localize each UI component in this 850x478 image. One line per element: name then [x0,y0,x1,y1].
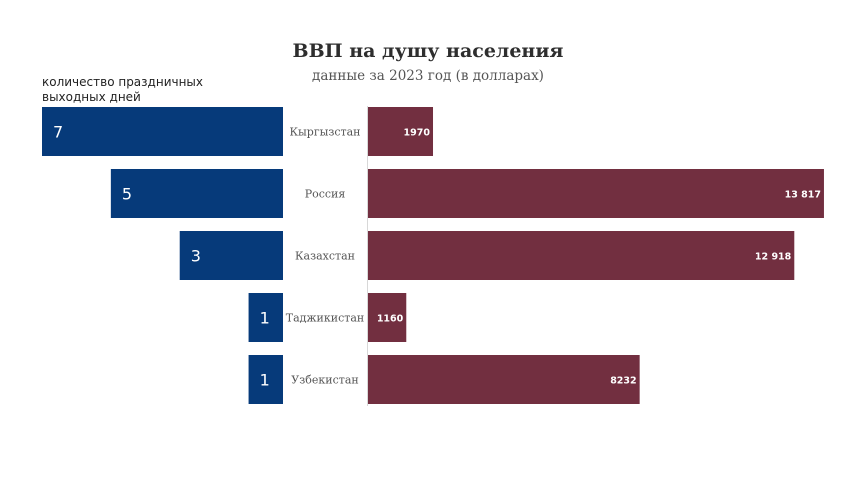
left-bar-label: 1 [260,309,270,328]
right-bar-label: 8232 [610,376,636,387]
left-bar-label: 1 [260,371,270,390]
country-label: Россия [305,188,346,201]
left-bar [248,293,283,342]
chart-rows: 7 Кыргызстан 1970 5 Россия 13 817 3 Казахстан 12… [42,107,824,404]
left-bar [110,169,283,218]
right-bar [368,293,407,342]
right-bar-label: 13 817 [785,190,821,201]
left-bar-label: 3 [191,247,201,266]
right-bar [368,107,434,156]
left-bar-label: 7 [53,123,63,142]
chart-title: ВВП на душу населения [293,40,564,62]
left-bar [179,231,283,280]
left-bar [42,107,283,156]
chart-subtitle: данные за 2023 год (в долларах) [312,68,544,84]
country-label: Казахстан [295,250,355,263]
left-bar-label: 5 [122,185,132,204]
left-caption-line-1: количество праздничных [42,75,203,89]
country-label: Таджикистан [286,312,364,325]
left-caption-line-2: выходных дней [42,90,141,104]
right-bar [368,355,640,404]
right-bar-label: 1160 [377,314,404,325]
right-bar-label: 1970 [404,128,431,139]
country-label: Узбекистан [291,374,358,387]
country-label: Кыргызстан [290,126,361,139]
right-bar-label: 12 918 [755,252,792,263]
right-bar [368,231,795,280]
right-bar [368,169,824,218]
left-bar [248,355,283,404]
